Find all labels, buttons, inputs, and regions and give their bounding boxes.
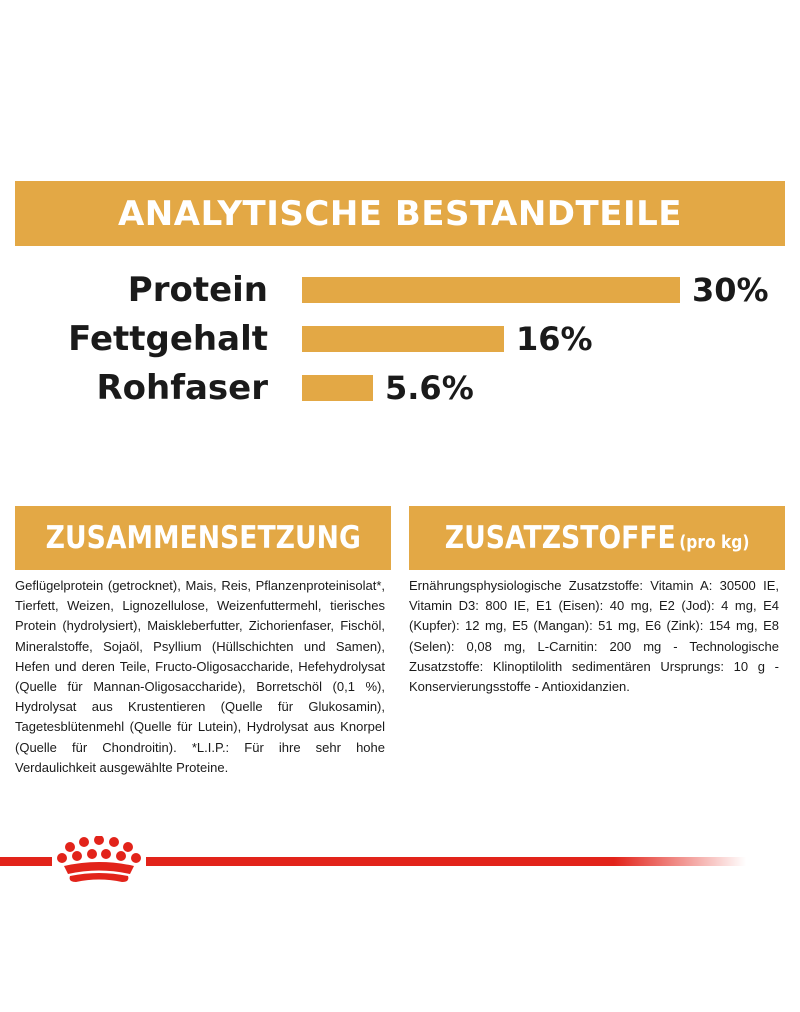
nutrient-value-protein: 30% <box>692 271 769 309</box>
nutrient-bar-protein <box>302 277 680 303</box>
additives-subtitle: (pro kg) <box>679 532 750 553</box>
footer-line-left <box>0 857 52 866</box>
composition-title: ZUSAMMENSETZUNG <box>45 520 361 556</box>
additives-header: ZUSATZSTOFFE (pro kg) <box>409 506 785 570</box>
nutrient-bar-rohfaser <box>302 375 373 401</box>
footer-line-right <box>146 857 746 866</box>
nutrient-bar-fettgehalt <box>302 326 504 352</box>
additives-title: ZUSATZSTOFFE <box>444 520 676 556</box>
composition-text: Geflügelprotein (getrocknet), Mais, Reis… <box>15 578 385 775</box>
nutrient-value-fettgehalt: 16% <box>516 320 593 358</box>
crown-icon <box>57 836 141 882</box>
composition-header: ZUSAMMENSETZUNG <box>15 506 391 570</box>
analysis-title-banner: ANALYTISCHE BESTANDTEILE <box>15 181 785 246</box>
analysis-title: ANALYTISCHE BESTANDTEILE <box>117 193 682 234</box>
nutrient-label-rohfaser: Rohfaser <box>96 368 268 408</box>
nutrient-label-protein: Protein <box>127 270 268 310</box>
nutrient-label-fettgehalt: Fettgehalt <box>68 319 268 359</box>
additives-title-wrap: ZUSATZSTOFFE (pro kg) <box>445 520 750 556</box>
nutrient-value-rohfaser: 5.6% <box>385 369 474 407</box>
additives-text: Ernährungsphysiologische Zusatzstoffe: V… <box>409 578 779 695</box>
